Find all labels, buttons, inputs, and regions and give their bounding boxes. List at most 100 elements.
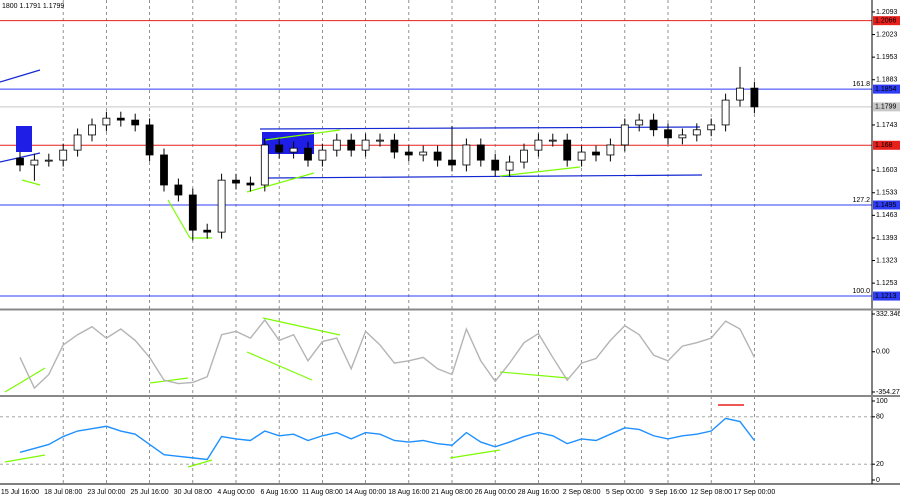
candle-body xyxy=(318,149,327,161)
candle-body xyxy=(419,151,428,156)
candle-body xyxy=(548,139,557,142)
candle-body xyxy=(390,139,399,153)
candle-body xyxy=(736,87,744,101)
trendline xyxy=(167,199,191,239)
grid xyxy=(0,0,872,484)
fib-label: 100.0 xyxy=(852,288,870,295)
candle-body xyxy=(563,139,572,161)
y-tick-label: 332.3467 xyxy=(876,311,900,318)
candle-body xyxy=(59,149,68,161)
candle-body xyxy=(332,139,341,151)
header-text: 1800 1.1791 1.1799 xyxy=(2,3,64,10)
candle-body xyxy=(102,117,111,126)
candle-body xyxy=(246,182,255,186)
trendline xyxy=(0,69,41,83)
x-tick-label: 26 Aug 00:00 xyxy=(475,489,516,496)
candle-body xyxy=(635,119,644,126)
candle-body xyxy=(750,87,759,108)
candle-body xyxy=(520,149,528,163)
y-tick-label: -354.279 xyxy=(876,389,900,396)
channel-bottom xyxy=(267,174,703,179)
level-label-box xyxy=(873,200,900,210)
y-tick-label: 100 xyxy=(876,398,888,405)
trendline xyxy=(4,454,46,463)
x-tick-label: 25 Jul 16:00 xyxy=(131,489,169,496)
x-tick-label: 21 Aug 08:00 xyxy=(431,489,472,496)
trendline xyxy=(262,317,341,336)
y-tick-label: 1.1953 xyxy=(876,54,898,61)
trendline xyxy=(499,371,569,379)
candle-body xyxy=(462,144,471,166)
candle-body xyxy=(304,147,312,161)
y-tick-label: 1.2023 xyxy=(876,31,898,38)
y-tick-label: 0 xyxy=(876,477,880,484)
trendline xyxy=(187,459,213,468)
y-tick-label: 1.1393 xyxy=(876,235,898,242)
candle-body xyxy=(361,139,370,151)
trendline xyxy=(246,172,315,193)
candle-body xyxy=(678,134,687,139)
level-label: 1.1213 xyxy=(875,293,897,300)
y-tick-label: 1.1253 xyxy=(876,280,898,287)
y-tick-label: 1.1743 xyxy=(876,122,898,129)
y-tick-label: 1.1533 xyxy=(876,190,898,197)
zone-box xyxy=(262,132,314,154)
candle-body xyxy=(606,144,615,156)
candle-body xyxy=(131,119,140,126)
trendline xyxy=(21,179,41,186)
candle-body xyxy=(203,229,212,233)
x-tick-label: 23 Jul 00:00 xyxy=(87,489,125,496)
candle-body xyxy=(448,159,456,166)
y-tick-label: 1.1323 xyxy=(876,257,898,264)
x-tick-label: 4 Aug 00:00 xyxy=(217,489,254,496)
indicator-line xyxy=(19,318,756,390)
trendline xyxy=(264,129,341,141)
level-label: 1.1495 xyxy=(875,202,897,209)
level-label-box xyxy=(873,140,900,150)
candle-body xyxy=(534,139,543,151)
y-tick-label: 1.1603 xyxy=(876,167,898,174)
trendline xyxy=(246,351,313,381)
trendline xyxy=(499,166,581,177)
x-tick-label: 18 Aug 16:00 xyxy=(388,489,429,496)
candle-body xyxy=(707,124,716,131)
candle-body xyxy=(260,144,269,186)
candle-body xyxy=(664,129,672,139)
x-tick-label: 14 Aug 00:00 xyxy=(345,489,386,496)
trendline xyxy=(449,449,501,459)
level-label-box xyxy=(873,291,900,301)
candle-body xyxy=(174,184,183,196)
level-label: 1.168 xyxy=(875,142,893,149)
level-label-box xyxy=(873,84,900,94)
candle-body xyxy=(160,154,168,186)
candle-body xyxy=(116,117,125,121)
candle-body xyxy=(289,147,298,153)
candle-body xyxy=(145,124,154,156)
indicator-line xyxy=(19,417,755,461)
y-tick-label: 1.1463 xyxy=(876,212,898,219)
level-label: 1.2066 xyxy=(875,18,897,25)
plot xyxy=(16,66,759,461)
y-tick-label: 1.1883 xyxy=(876,77,898,84)
x-tick-label: 12 Sep 08:00 xyxy=(690,489,732,496)
candle-body xyxy=(692,129,701,136)
candle-body xyxy=(88,124,96,136)
candle-body xyxy=(476,144,485,161)
candle-body xyxy=(44,159,53,162)
x-tick-label: 6 Aug 16:00 xyxy=(261,489,298,496)
x-tick-label: 17 Sep 00:00 xyxy=(734,489,776,496)
zone-box xyxy=(16,126,32,152)
candle-body xyxy=(592,151,600,156)
candle-body xyxy=(721,99,730,126)
candle-body xyxy=(505,161,514,171)
fib-label: 161.8 xyxy=(852,81,870,88)
fib-label: 127.2 xyxy=(852,197,870,204)
candle-body xyxy=(376,139,384,142)
x-tick-label: 30 Jul 08:00 xyxy=(174,489,212,496)
trendline xyxy=(4,367,46,393)
candle-body xyxy=(188,194,197,231)
level-label: 1.1799 xyxy=(875,104,897,111)
x-tick-label: 28 Aug 16:00 xyxy=(518,489,559,496)
